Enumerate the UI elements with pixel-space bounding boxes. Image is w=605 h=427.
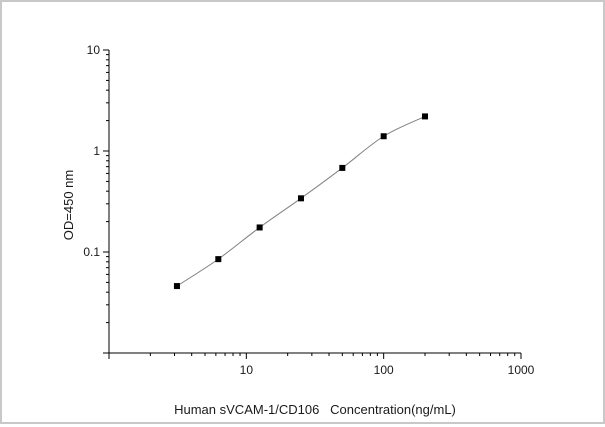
data-point <box>297 195 304 202</box>
y-axis-label: OD=450 nm <box>61 170 76 240</box>
y-tick-label: 1 <box>93 144 100 158</box>
data-point <box>339 164 346 171</box>
series-layer <box>173 113 429 290</box>
x-tick-label: 100 <box>374 363 394 377</box>
data-point <box>256 224 263 231</box>
axes: 10 100 1000 0.1 1 10 <box>83 43 534 377</box>
data-point <box>215 256 222 263</box>
x-tick-label: 1000 <box>508 363 535 377</box>
data-point <box>173 283 180 290</box>
x-tick-label: 10 <box>240 363 254 377</box>
y-tick-label: 0.1 <box>83 245 100 259</box>
concentration-od-chart: 10 100 1000 0.1 1 10 Human sVCAM-1/CD106 Conc… <box>61 43 535 417</box>
data-point <box>380 133 387 140</box>
y-tick-label: 10 <box>87 43 101 57</box>
x-axis-label: Human sVCAM-1/CD106 Concentration(ng/mL) <box>174 402 456 417</box>
data-point <box>422 113 429 120</box>
